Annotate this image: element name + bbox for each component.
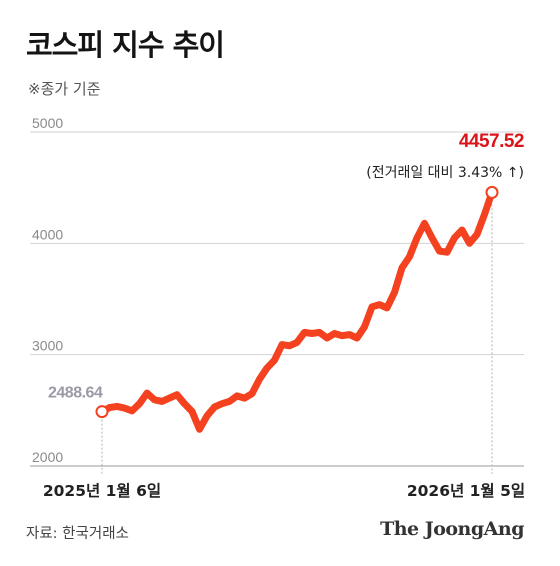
data-point-2025-03-10 xyxy=(168,397,171,400)
data-point-2025-12-29 xyxy=(483,213,486,216)
data-point-2025-08-18 xyxy=(341,334,343,337)
y-axis-ticks: 2000 3000 4000 5000 xyxy=(32,115,63,465)
y-tick-label-5000: 5000 xyxy=(32,115,63,131)
y-tick-label-3000: 3000 xyxy=(32,338,63,354)
data-point-2025-08-25 xyxy=(348,333,351,336)
x-label-start: 2025년 1월 6일 xyxy=(43,481,161,500)
data-point-2025-08-11 xyxy=(333,332,336,335)
series-points xyxy=(101,191,493,431)
data-point-2025-07-07 xyxy=(296,341,298,344)
data-point-2025-05-26 xyxy=(251,392,253,395)
data-point-2025-06-30 xyxy=(288,344,291,347)
data-point-2025-06-16 xyxy=(273,359,276,362)
y-tick-label-2000: 2000 xyxy=(32,449,63,465)
kospi-series-line xyxy=(98,188,496,433)
data-point-2025-06-02 xyxy=(258,378,261,381)
chart-subtitle: ※종가 기준 xyxy=(28,80,101,98)
data-point-2025-07-14 xyxy=(303,331,306,334)
data-point-2025-01-27 xyxy=(123,407,126,410)
data-point-2025-12-01 xyxy=(453,236,456,239)
data-point-2025-12-08 xyxy=(461,228,463,231)
data-point-2025-10-13 xyxy=(401,266,403,269)
source-note: 자료: 한국거래소 xyxy=(26,526,129,542)
data-point-2025-09-29 xyxy=(386,306,388,309)
data-point-2025-06-09 xyxy=(266,367,268,370)
data-point-2025-05-19 xyxy=(243,397,246,400)
data-point-2025-11-17 xyxy=(438,250,441,253)
end-point-marker xyxy=(485,185,499,199)
chart-title: 코스피 지수 추이 xyxy=(26,28,225,62)
data-point-2025-10-20 xyxy=(408,255,411,258)
data-point-2025-12-22 xyxy=(476,233,478,236)
end-change-note: (전거래일 대비 3.43% ↑) xyxy=(366,165,524,181)
start-point-marker xyxy=(95,405,109,419)
data-point-2025-09-01 xyxy=(356,336,358,339)
data-point-2025-12-15 xyxy=(468,242,471,245)
data-point-2025-02-10 xyxy=(138,402,141,405)
start-value-label: 2488.64 xyxy=(48,385,103,402)
data-point-2025-03-17 xyxy=(176,393,178,396)
data-point-2025-02-17 xyxy=(146,392,148,395)
data-point-2025-03-24 xyxy=(183,402,186,405)
data-point-2025-03-03 xyxy=(161,400,163,403)
data-point-2025-01-13 xyxy=(108,406,111,409)
data-point-2025-01-20 xyxy=(116,405,118,408)
data-point-2025-09-15 xyxy=(371,305,373,308)
data-point-2025-11-24 xyxy=(446,251,448,254)
publisher-logo: The JoongAng xyxy=(380,518,524,540)
data-point-2025-09-08 xyxy=(363,325,366,328)
data-point-2025-05-12 xyxy=(236,394,238,397)
data-point-2025-11-03 xyxy=(423,222,426,225)
data-point-2025-08-04 xyxy=(326,336,328,339)
data-point-2025-05-05 xyxy=(228,400,231,403)
data-point-2025-04-21 xyxy=(213,405,216,408)
data-point-2025-10-27 xyxy=(416,236,418,239)
data-point-2025-07-28 xyxy=(318,331,321,334)
data-point-2025-03-31 xyxy=(191,410,193,413)
end-value-label: 4457.52 xyxy=(459,131,524,152)
data-point-2025-04-07 xyxy=(198,428,201,431)
data-point-2025-02-03 xyxy=(131,409,133,412)
data-point-2025-07-21 xyxy=(311,332,313,335)
y-tick-label-4000: 4000 xyxy=(32,226,63,242)
data-point-2025-10-06 xyxy=(393,291,396,294)
data-point-2025-11-10 xyxy=(431,236,433,239)
data-point-2025-06-23 xyxy=(281,343,283,346)
data-point-2025-04-14 xyxy=(206,414,208,417)
x-label-end: 2026년 1월 5일 xyxy=(407,481,525,500)
data-point-2025-04-28 xyxy=(221,402,223,405)
data-point-2025-02-24 xyxy=(153,398,156,401)
data-point-2025-09-22 xyxy=(378,303,381,306)
